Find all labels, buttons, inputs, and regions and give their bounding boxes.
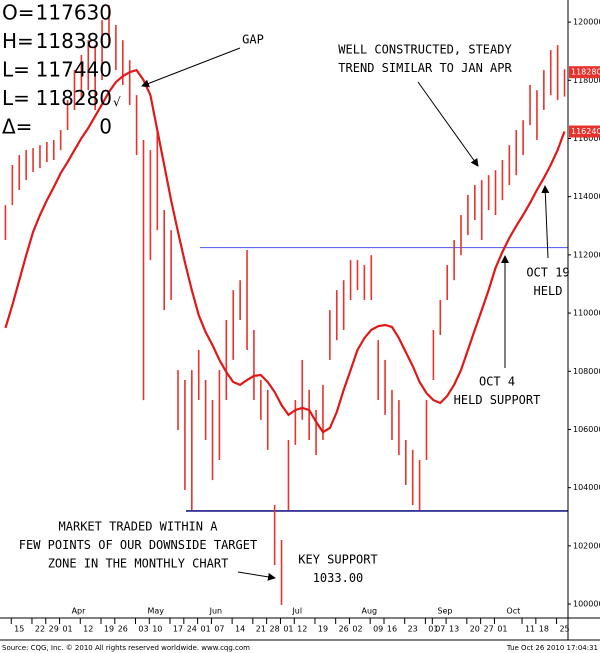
readout-label: L= bbox=[2, 86, 30, 110]
footer-source: Source: CQG, Inc. © 2010 All rights rese… bbox=[2, 644, 250, 652]
y-tick-label: 104000 bbox=[573, 483, 600, 492]
price-tag: 116240 bbox=[571, 127, 600, 136]
x-tick-label: 01 bbox=[62, 625, 72, 634]
x-tick-label: 26 bbox=[339, 625, 349, 634]
x-tick-label: 21 bbox=[256, 625, 266, 634]
plot-area bbox=[4, 5, 568, 605]
x-tick-label: 10 bbox=[152, 625, 162, 634]
x-tick-label: 29 bbox=[49, 625, 59, 634]
x-tick-label: 09 bbox=[373, 625, 383, 634]
y-tick-label: 118000 bbox=[573, 76, 600, 85]
x-tick-label: 12 bbox=[83, 625, 93, 634]
x-tick-label: 27 bbox=[484, 625, 494, 634]
x-tick-label: 26 bbox=[118, 625, 128, 634]
x-tick-label: 19 bbox=[318, 625, 328, 634]
readout-value: 117630 bbox=[36, 1, 112, 25]
month-label: Sep bbox=[437, 607, 452, 616]
x-tick-label: 17 bbox=[173, 625, 183, 634]
y-tick-label: 108000 bbox=[573, 367, 600, 376]
x-tick-label: 12 bbox=[297, 625, 307, 634]
y-tick-label: 116000 bbox=[573, 134, 600, 143]
x-tick-label: 15 bbox=[14, 625, 24, 634]
annotation: TREND SIMILAR TO JAN APR bbox=[338, 61, 512, 75]
price-tag-box bbox=[569, 66, 600, 79]
x-tick-label: 07 bbox=[214, 625, 224, 634]
month-label: Apr bbox=[72, 607, 87, 616]
readout-value: 118380 bbox=[36, 29, 112, 53]
x-tick-label: 28 bbox=[270, 625, 280, 634]
y-tick-label: 106000 bbox=[573, 425, 600, 434]
moving-average bbox=[4, 68, 566, 434]
y-tick-label: 112000 bbox=[573, 250, 600, 259]
readout-label: L= bbox=[2, 58, 30, 82]
arrow bbox=[541, 185, 550, 259]
x-tick-label: 18 bbox=[539, 625, 549, 634]
month-label: Oct bbox=[506, 607, 520, 616]
x-tick-label: 24 bbox=[187, 625, 197, 634]
x-tick-label: 14 bbox=[235, 625, 245, 634]
arrows bbox=[141, 47, 550, 581]
x-tick-label: 01 bbox=[201, 625, 211, 634]
x-tick-label: 13 bbox=[449, 625, 459, 634]
arrow bbox=[417, 81, 479, 167]
readout-label: O= bbox=[2, 1, 35, 25]
x-tick-label: 07 bbox=[435, 625, 445, 634]
price-tag: 118280 bbox=[571, 68, 600, 77]
arrow bbox=[237, 571, 276, 581]
y-tick-label: 100000 bbox=[573, 600, 600, 609]
x-tick-label: 02 bbox=[352, 625, 362, 634]
y-tick-label: 114000 bbox=[573, 192, 600, 201]
annotation: WELL CONSTRUCTED, STEADY bbox=[338, 43, 512, 57]
annotation: 1033.00 bbox=[313, 571, 364, 585]
month-label: Aug bbox=[361, 607, 377, 616]
month-label: May bbox=[148, 607, 165, 616]
footer-timestamp: Tue Oct 26 2010 17:04:31 bbox=[506, 644, 598, 652]
x-tick-label: 22 bbox=[35, 625, 45, 634]
x-tick-label: 25 bbox=[559, 625, 569, 634]
readout-label: H= bbox=[2, 29, 34, 53]
x-tick-label: 01 bbox=[283, 625, 293, 634]
annotation: ZONE IN THE MONTHLY CHART bbox=[48, 557, 229, 571]
readout-value: 118280 bbox=[36, 86, 112, 110]
x-tick-label: 16 bbox=[387, 625, 397, 634]
month-label: Jun bbox=[209, 607, 223, 616]
y-tick-label: 120000 bbox=[573, 18, 600, 27]
annotation: OCT 19 bbox=[526, 266, 569, 280]
annotation: GAP bbox=[242, 33, 264, 47]
annotation: HELD SUPPORT bbox=[454, 393, 541, 407]
x-tick-label: 19 bbox=[104, 625, 114, 634]
price-tag-box bbox=[569, 125, 600, 138]
x-tick-label: 23 bbox=[408, 625, 418, 634]
annotation: OCT 4 bbox=[479, 375, 515, 389]
readout-value: 117440 bbox=[36, 58, 112, 82]
x-tick-label: 01 bbox=[428, 625, 438, 634]
month-label: Jul bbox=[291, 607, 302, 616]
readout-flag: √ bbox=[113, 95, 121, 109]
y-tick-label: 102000 bbox=[573, 541, 600, 550]
annotation: FEW POINTS OF OUR DOWNSIDE TARGET bbox=[19, 538, 257, 552]
x-tick-label: 20 bbox=[470, 625, 480, 634]
annotation: KEY SUPPORT bbox=[298, 553, 377, 567]
readout-value: 0 bbox=[99, 115, 112, 139]
arrow bbox=[141, 47, 241, 88]
x-tick-label: 03 bbox=[138, 625, 148, 634]
annotation: HELD bbox=[534, 284, 563, 298]
annotation: MARKET TRADED WITHIN A bbox=[59, 520, 219, 534]
readout-label: Δ= bbox=[2, 115, 32, 139]
x-tick-label: 11 bbox=[525, 625, 535, 634]
x-tick-label: 01 bbox=[497, 625, 507, 634]
